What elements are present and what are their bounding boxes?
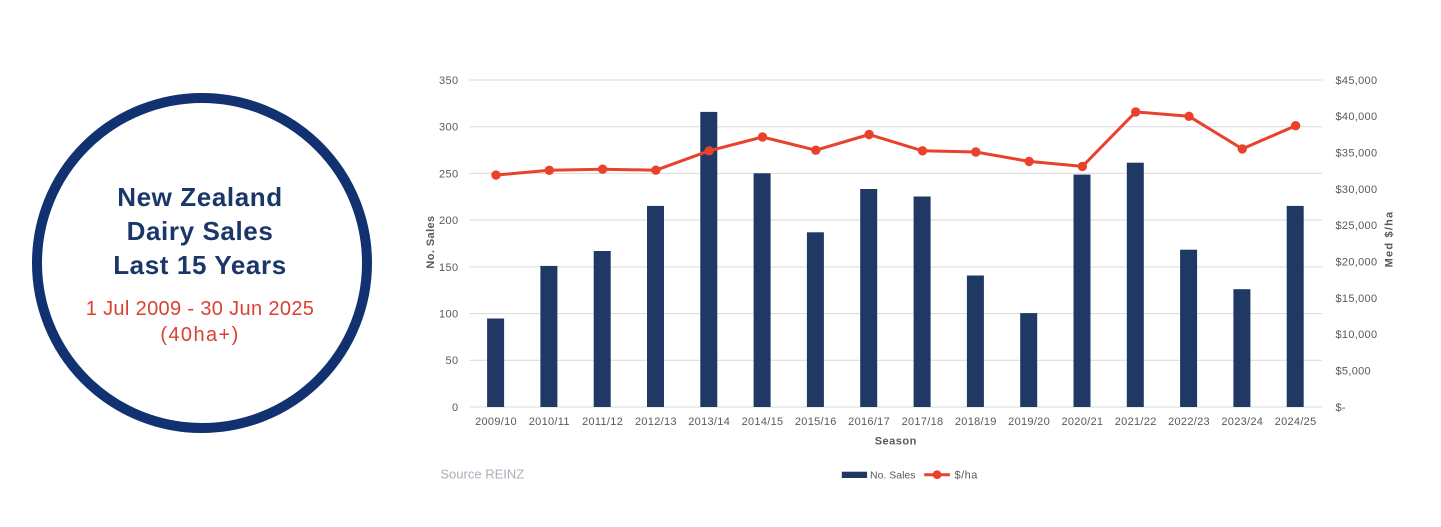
svg-text:$40,000: $40,000 [1336, 111, 1378, 123]
svg-text:Med $/ha: Med $/ha [1384, 211, 1396, 268]
svg-text:250: 250 [439, 168, 459, 180]
svg-text:100: 100 [439, 309, 459, 321]
svg-text:$25,000: $25,000 [1336, 220, 1378, 232]
svg-text:$35,000: $35,000 [1336, 148, 1378, 160]
svg-text:$20,000: $20,000 [1336, 257, 1378, 269]
svg-text:2019/20: 2019/20 [1008, 416, 1050, 428]
svg-text:0: 0 [452, 402, 459, 414]
svg-text:2021/22: 2021/22 [1115, 416, 1157, 428]
svg-text:No. Sales: No. Sales [425, 215, 437, 268]
svg-text:Source REINZ: Source REINZ [440, 467, 524, 482]
svg-text:50: 50 [445, 355, 458, 367]
svg-text:2015/16: 2015/16 [795, 416, 837, 428]
svg-text:2012/13: 2012/13 [635, 416, 677, 428]
svg-text:2022/23: 2022/23 [1168, 416, 1210, 428]
svg-text:2010/11: 2010/11 [529, 416, 570, 428]
svg-text:2011/12: 2011/12 [582, 416, 623, 428]
svg-text:2016/17: 2016/17 [848, 416, 890, 428]
svg-text:2020/21: 2020/21 [1061, 416, 1103, 428]
svg-text:2009/10: 2009/10 [475, 416, 517, 428]
svg-text:2024/25: 2024/25 [1275, 416, 1317, 428]
svg-text:No. Sales: No. Sales [870, 469, 916, 481]
svg-text:$/ha: $/ha [955, 469, 979, 481]
svg-text:$-: $- [1336, 402, 1346, 414]
svg-text:2017/18: 2017/18 [902, 416, 944, 428]
svg-text:350: 350 [439, 75, 459, 87]
svg-text:300: 300 [439, 122, 459, 134]
svg-text:Season: Season [875, 435, 917, 447]
svg-text:$30,000: $30,000 [1336, 184, 1378, 196]
svg-text:$5,000: $5,000 [1336, 366, 1371, 378]
svg-text:2023/24: 2023/24 [1221, 416, 1263, 428]
svg-text:$15,000: $15,000 [1336, 293, 1378, 305]
svg-text:$10,000: $10,000 [1336, 329, 1378, 341]
svg-text:$45,000: $45,000 [1336, 75, 1378, 87]
svg-text:200: 200 [439, 215, 459, 227]
svg-text:2013/14: 2013/14 [688, 416, 730, 428]
svg-text:2018/19: 2018/19 [955, 416, 997, 428]
svg-text:150: 150 [439, 262, 459, 274]
svg-text:2014/15: 2014/15 [742, 416, 784, 428]
